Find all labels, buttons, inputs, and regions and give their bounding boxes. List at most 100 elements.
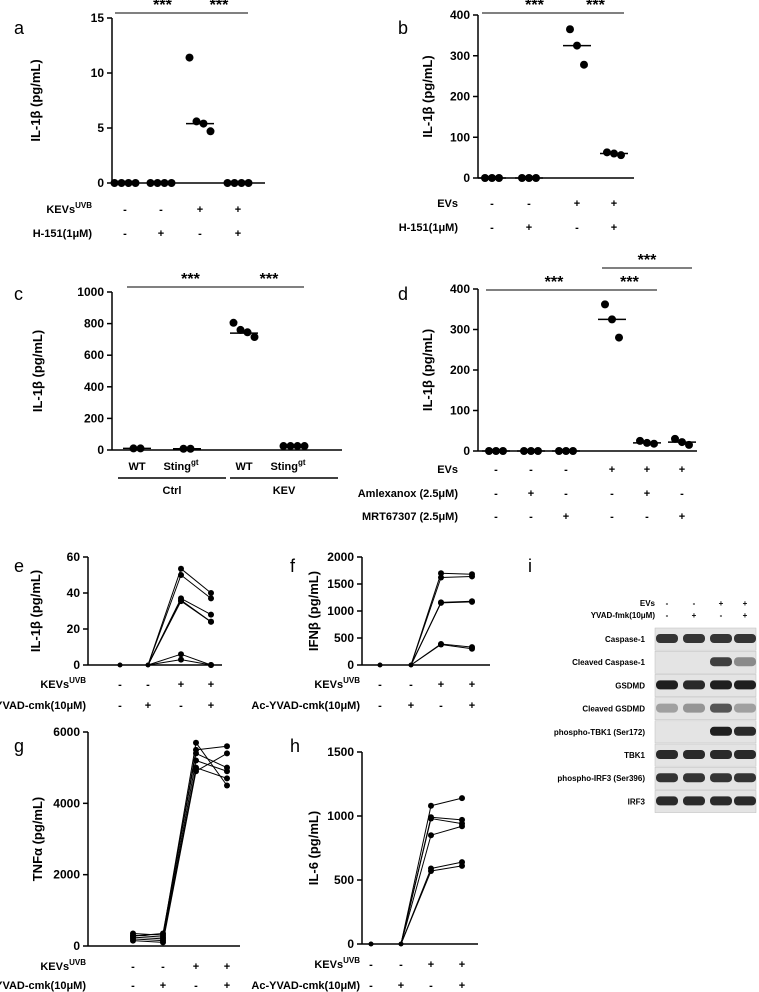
blot-band-label: phospho-TBK1 (Ser172) bbox=[554, 728, 645, 737]
blot-band bbox=[734, 634, 756, 643]
panel-label-c: c bbox=[14, 284, 23, 304]
data-point bbox=[178, 572, 184, 578]
blot-band bbox=[710, 726, 732, 736]
condition-label: KEVsUVB bbox=[314, 676, 360, 691]
series-line bbox=[162, 771, 197, 943]
blot-strip bbox=[654, 697, 757, 721]
blot-band bbox=[656, 680, 678, 690]
blot-band bbox=[734, 657, 756, 667]
data-point bbox=[208, 590, 214, 596]
condition-sign: + bbox=[145, 700, 151, 712]
blot-band bbox=[683, 680, 705, 690]
blot-header-sign: + bbox=[692, 611, 697, 620]
condition-sign: - bbox=[645, 511, 649, 523]
y-tick-label: 0 bbox=[347, 937, 354, 951]
condition-label: KEVsUVB bbox=[40, 676, 86, 691]
series-line bbox=[195, 760, 228, 772]
condition-sign: + bbox=[197, 204, 203, 216]
blot-band-label: GSDMD bbox=[615, 681, 645, 690]
data-point bbox=[459, 823, 465, 830]
condition-sign: + bbox=[193, 961, 199, 973]
condition-sign: + bbox=[438, 679, 444, 691]
y-tick-label: 500 bbox=[334, 873, 354, 887]
series-line bbox=[410, 644, 442, 666]
condition-sign: - bbox=[564, 488, 568, 500]
condition-label: KEVsUVB bbox=[314, 956, 360, 971]
condition-label: Ac-YVAD-cmk(10μM) bbox=[0, 980, 86, 992]
condition-sign: - bbox=[529, 464, 533, 476]
blot-strip bbox=[654, 720, 757, 744]
blot-band bbox=[710, 796, 732, 806]
series-line bbox=[430, 816, 463, 821]
significance-stars: *** bbox=[181, 271, 200, 288]
blot-band bbox=[734, 750, 756, 759]
y-tick-label: 500 bbox=[334, 631, 354, 645]
condition-sign: - bbox=[490, 222, 494, 234]
y-tick-label: 1000 bbox=[327, 809, 354, 823]
data-point bbox=[224, 750, 230, 757]
condition-sign: - bbox=[575, 222, 579, 234]
condition-label: EVs bbox=[437, 464, 458, 476]
y-tick-label: 100 bbox=[450, 404, 470, 418]
significance-stars: *** bbox=[620, 274, 639, 291]
blot-header-sign: - bbox=[666, 599, 669, 608]
series-line bbox=[147, 600, 182, 666]
series-line bbox=[180, 653, 212, 666]
panel-label-b: b bbox=[398, 18, 408, 38]
y-tick-label: 400 bbox=[84, 380, 104, 394]
y-tick-label: 6000 bbox=[53, 725, 80, 739]
data-point bbox=[428, 832, 434, 839]
data-point bbox=[438, 574, 444, 581]
condition-sign: - bbox=[159, 204, 163, 216]
data-point bbox=[208, 611, 214, 618]
data-point bbox=[224, 782, 230, 789]
condition-sign: - bbox=[564, 464, 568, 476]
data-point bbox=[206, 127, 215, 136]
series-line bbox=[147, 574, 182, 666]
condition-sign: + bbox=[609, 464, 615, 476]
condition-sign: + bbox=[469, 700, 475, 712]
superscript: UVB bbox=[69, 676, 86, 685]
data-point bbox=[243, 328, 252, 337]
condition-sign: + bbox=[644, 488, 650, 500]
series-line bbox=[180, 659, 212, 666]
y-axis-label: TNFα (pg/mL) bbox=[30, 797, 45, 882]
superscript: UVB bbox=[343, 956, 360, 965]
condition-sign: - bbox=[378, 700, 382, 712]
condition-sign: + bbox=[611, 198, 617, 210]
blot-band bbox=[710, 680, 732, 690]
blot-band bbox=[710, 657, 732, 667]
data-point bbox=[208, 595, 214, 602]
y-tick-label: 100 bbox=[450, 130, 470, 144]
panel-label-d: d bbox=[398, 284, 408, 304]
blot-band bbox=[656, 703, 678, 713]
y-tick-label: 0 bbox=[73, 939, 80, 953]
y-axis-label: IL-1β (pg/mL) bbox=[28, 570, 43, 652]
blot-band bbox=[734, 703, 756, 713]
blot-strip bbox=[654, 650, 757, 674]
condition-label: Ac-YVAD-cmk(10μM) bbox=[0, 700, 86, 712]
condition-sign: - bbox=[123, 228, 127, 240]
blot-band bbox=[656, 796, 678, 806]
y-axis-label: IFNβ (pg/mL) bbox=[306, 571, 321, 651]
panel-label-f: f bbox=[290, 556, 296, 576]
blot-band bbox=[734, 680, 756, 690]
significance-stars: *** bbox=[638, 252, 657, 269]
y-tick-label: 400 bbox=[450, 8, 470, 22]
condition-sign: - bbox=[118, 700, 122, 712]
series-line bbox=[162, 753, 197, 934]
condition-sign: + bbox=[611, 222, 617, 234]
data-point bbox=[117, 662, 123, 668]
blot-band-label: TBK1 bbox=[624, 751, 645, 760]
blot-header-sign: - bbox=[666, 611, 669, 620]
y-tick-label: 40 bbox=[67, 586, 81, 600]
data-point bbox=[469, 598, 475, 605]
condition-label: Ac-YVAD-cmk(10μM) bbox=[251, 980, 360, 992]
series-line bbox=[440, 575, 473, 579]
significance-stars: *** bbox=[525, 0, 544, 14]
blot-band bbox=[734, 773, 756, 783]
genotype-label: Stinggt bbox=[163, 458, 198, 473]
series-line bbox=[132, 933, 164, 937]
condition-sign: - bbox=[378, 679, 382, 691]
data-point bbox=[603, 148, 611, 157]
